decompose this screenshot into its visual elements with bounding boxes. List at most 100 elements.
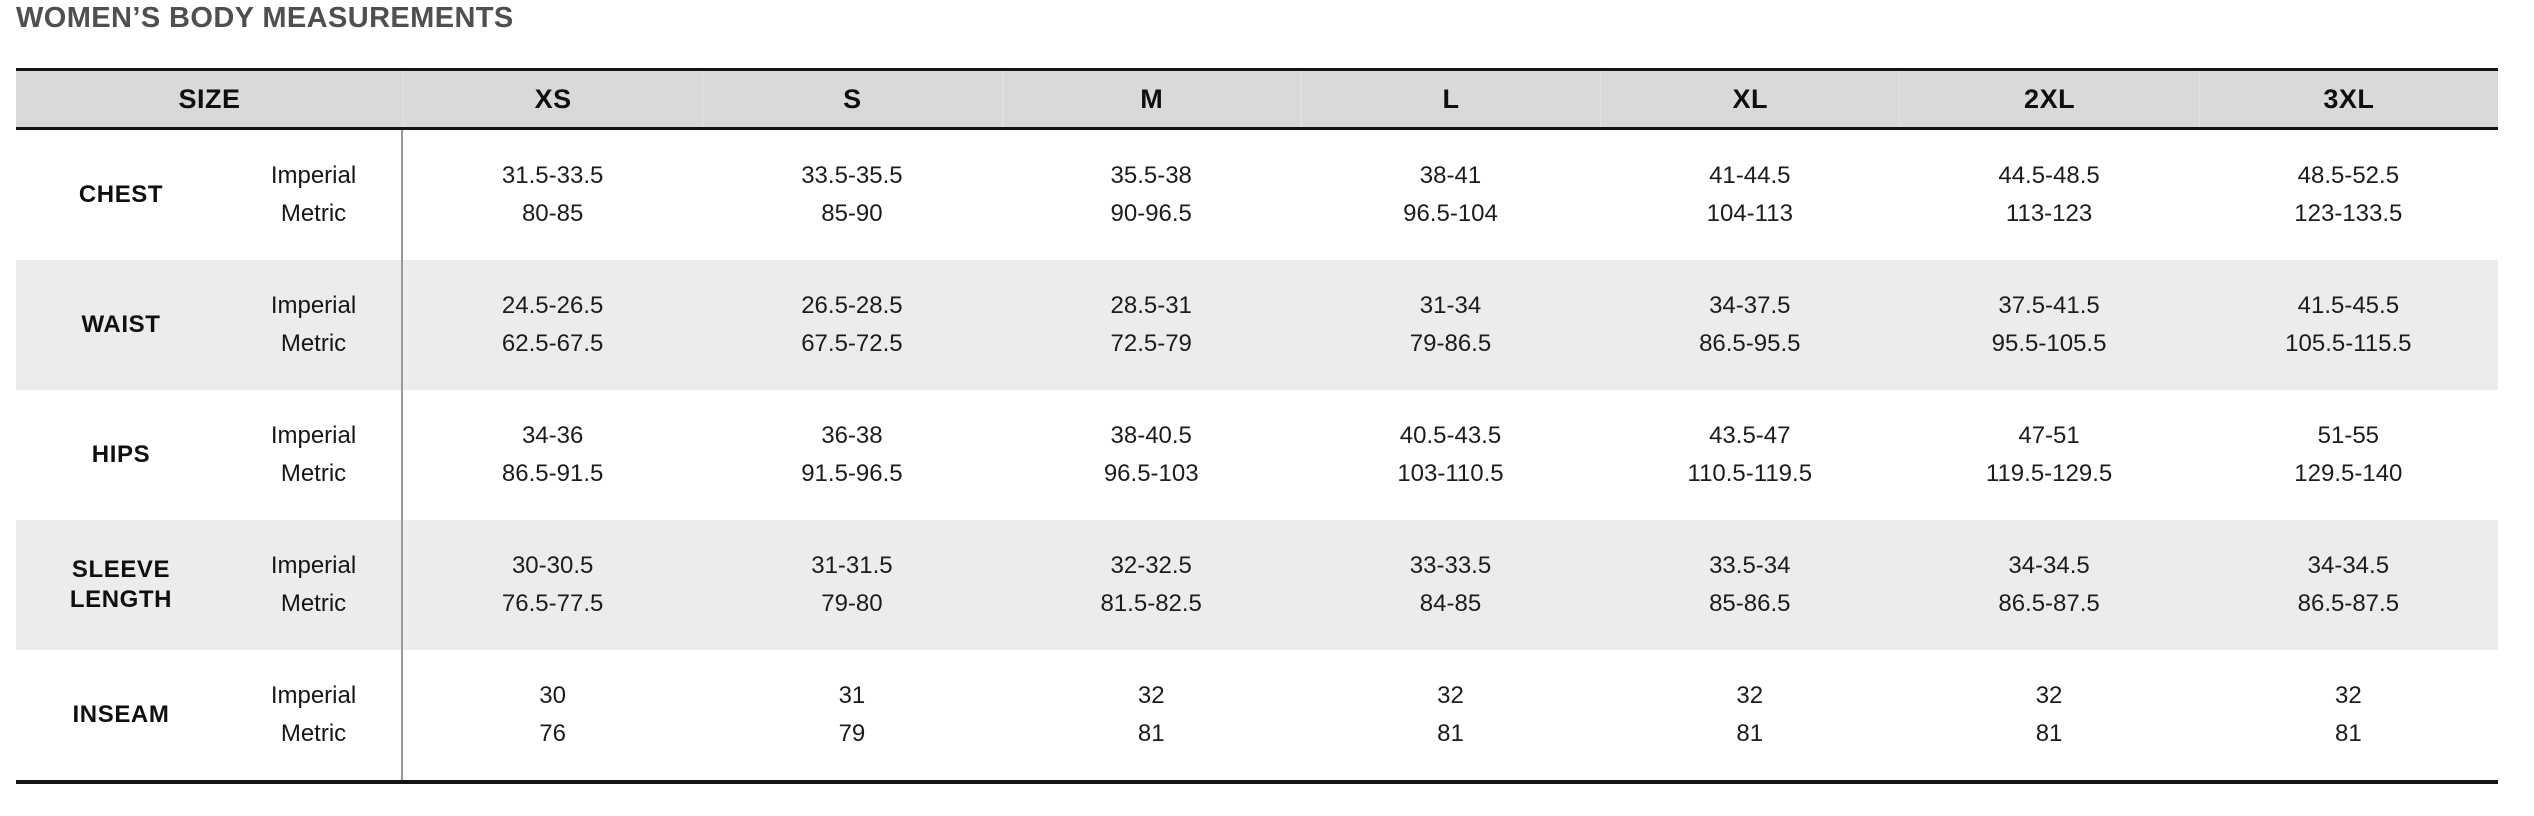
measurement-cell-inseam-m: 32 81 <box>1002 650 1301 780</box>
unit-metric-label: Metric <box>280 720 347 747</box>
imperial-value: 32 <box>1437 682 1464 709</box>
metric-value: 90-96.5 <box>1110 200 1192 227</box>
measurement-cell-sleeve-3xl: 34-34.5 86.5-87.5 <box>2199 520 2498 650</box>
measurement-cell-waist-xl: 34-37.5 86.5-95.5 <box>1600 260 1899 390</box>
row-label-cell: SLEEVE LENGTH <box>16 520 226 650</box>
measurement-cell-chest-l: 38-41 96.5-104 <box>1301 130 1600 260</box>
metric-value: 79-80 <box>821 590 883 617</box>
measurement-cell-inseam-xl: 32 81 <box>1600 650 1899 780</box>
measurement-cell-hips-3xl: 51-55 129.5-140 <box>2199 390 2498 520</box>
unit-imperial-label: Imperial <box>270 682 357 709</box>
imperial-value: 30-30.5 <box>511 552 594 579</box>
metric-value: 81 <box>1736 720 1764 747</box>
imperial-value: 34-36 <box>521 422 584 449</box>
imperial-value: 31 <box>838 682 866 709</box>
metric-value: 81.5-82.5 <box>1100 590 1202 617</box>
row-label-cell: INSEAM <box>16 650 226 780</box>
imperial-value: 31.5-33.5 <box>501 162 604 189</box>
imperial-value: 32 <box>2035 682 2063 709</box>
metric-value: 85-90 <box>821 200 883 227</box>
imperial-value: 43.5-47 <box>1709 422 1791 449</box>
metric-value: 105.5-115.5 <box>2285 330 2412 357</box>
metric-value: 113-123 <box>2005 200 2093 227</box>
imperial-value: 33.5-35.5 <box>801 162 903 189</box>
measurement-cell-chest-xs: 31.5-33.5 80-85 <box>403 130 702 260</box>
metric-value: 79-86.5 <box>1409 330 1492 357</box>
measurement-cell-hips-s: 36-38 91.5-96.5 <box>702 390 1001 520</box>
unit-cell: Imperial Metric <box>226 520 403 650</box>
imperial-value: 35.5-38 <box>1110 162 1192 189</box>
measurement-cell-hips-m: 38-40.5 96.5-103 <box>1002 390 1301 520</box>
imperial-value: 26.5-28.5 <box>801 292 903 319</box>
imperial-value: 36-38 <box>821 422 883 449</box>
header-col-l: L <box>1300 71 1600 127</box>
measurement-cell-chest-2xl: 44.5-48.5 113-123 <box>1899 130 2198 260</box>
imperial-value: 41-44.5 <box>1709 162 1791 189</box>
table-row-hips: HIPS Imperial Metric 34-36 86.5-91.5 36-… <box>16 390 2498 520</box>
metric-value: 81 <box>1137 720 1165 747</box>
header-size: SIZE <box>178 83 241 114</box>
imperial-value: 31-34 <box>1419 292 1482 319</box>
imperial-value: 31-31.5 <box>811 552 893 579</box>
imperial-value: 32-32.5 <box>1110 552 1192 579</box>
header-col-s: S <box>702 71 1001 127</box>
measurement-cell-inseam-l: 32 81 <box>1301 650 1600 780</box>
unit-imperial-label: Imperial <box>270 292 357 319</box>
metric-value: 79 <box>838 720 866 747</box>
measurement-cell-waist-xs: 24.5-26.5 62.5-67.5 <box>403 260 702 390</box>
table-row-sleeve-length: SLEEVE LENGTH Imperial Metric 30-30.5 76… <box>16 520 2498 650</box>
metric-value: 103-110.5 <box>1397 460 1504 487</box>
unit-imperial-label: Imperial <box>270 552 357 579</box>
imperial-value: 33-33.5 <box>1409 552 1492 579</box>
imperial-value: 34-34.5 <box>2008 552 2090 579</box>
metric-value: 95.5-105.5 <box>1991 330 2107 357</box>
unit-imperial-label: Imperial <box>270 422 357 449</box>
size-chart-table: SIZE XS S M L XL 2XL 3XL CHEST Imperial … <box>16 68 2498 784</box>
metric-value: 85-86.5 <box>1709 590 1791 617</box>
measurement-cell-waist-s: 26.5-28.5 67.5-72.5 <box>702 260 1001 390</box>
measurement-cell-hips-xs: 34-36 86.5-91.5 <box>403 390 702 520</box>
unit-metric-label: Metric <box>280 460 347 487</box>
metric-value: 84-85 <box>1419 590 1482 617</box>
table-row-waist: WAIST Imperial Metric 24.5-26.5 62.5-67.… <box>16 260 2498 390</box>
imperial-value: 33.5-34 <box>1709 552 1791 579</box>
row-label: HIPS <box>91 441 151 468</box>
measurement-cell-waist-3xl: 41.5-45.5 105.5-115.5 <box>2199 260 2498 390</box>
measurement-cell-chest-3xl: 48.5-52.5 123-133.5 <box>2199 130 2498 260</box>
imperial-value: 34-37.5 <box>1709 292 1791 319</box>
metric-value: 91.5-96.5 <box>801 460 903 487</box>
imperial-value: 24.5-26.5 <box>501 292 604 319</box>
metric-value: 76.5-77.5 <box>501 590 604 617</box>
row-label: SLEEVE LENGTH <box>69 556 173 613</box>
metric-value: 80-85 <box>521 200 584 227</box>
page-title: WOMEN’S BODY MEASUREMENTS <box>16 2 514 34</box>
metric-value: 96.5-103 <box>1103 460 1199 487</box>
metric-value: 96.5-104 <box>1403 200 1498 227</box>
measurement-cell-sleeve-xl: 33.5-34 85-86.5 <box>1600 520 1899 650</box>
imperial-value: 47-51 <box>2018 422 2080 449</box>
measurement-cell-waist-l: 31-34 79-86.5 <box>1301 260 1600 390</box>
imperial-value: 38-41 <box>1419 162 1482 189</box>
measurement-cell-chest-s: 33.5-35.5 85-90 <box>702 130 1001 260</box>
measurement-cell-chest-xl: 41-44.5 104-113 <box>1600 130 1899 260</box>
imperial-value: 40.5-43.5 <box>1399 422 1502 449</box>
measurement-cell-inseam-s: 31 79 <box>702 650 1001 780</box>
measurement-cell-hips-l: 40.5-43.5 103-110.5 <box>1301 390 1600 520</box>
header-col-xl: XL <box>1600 71 1899 127</box>
imperial-value: 41.5-45.5 <box>2297 292 2400 319</box>
unit-cell: Imperial Metric <box>226 390 403 520</box>
row-label-cell: HIPS <box>16 390 226 520</box>
imperial-value: 44.5-48.5 <box>1998 162 2100 189</box>
header-col-2xl: 2XL <box>1899 71 2198 127</box>
metric-value: 81 <box>1437 720 1464 747</box>
header-col-m: M <box>1001 71 1301 127</box>
metric-value: 72.5-79 <box>1110 330 1192 357</box>
unit-cell: Imperial Metric <box>226 130 403 260</box>
measurement-cell-sleeve-m: 32-32.5 81.5-82.5 <box>1002 520 1301 650</box>
measurement-cell-waist-m: 28.5-31 72.5-79 <box>1002 260 1301 390</box>
measurement-cell-sleeve-l: 33-33.5 84-85 <box>1301 520 1600 650</box>
measurement-cell-chest-m: 35.5-38 90-96.5 <box>1002 130 1301 260</box>
metric-value: 86.5-87.5 <box>2297 590 2400 617</box>
metric-value: 62.5-67.5 <box>501 330 604 357</box>
imperial-value: 37.5-41.5 <box>1998 292 2100 319</box>
